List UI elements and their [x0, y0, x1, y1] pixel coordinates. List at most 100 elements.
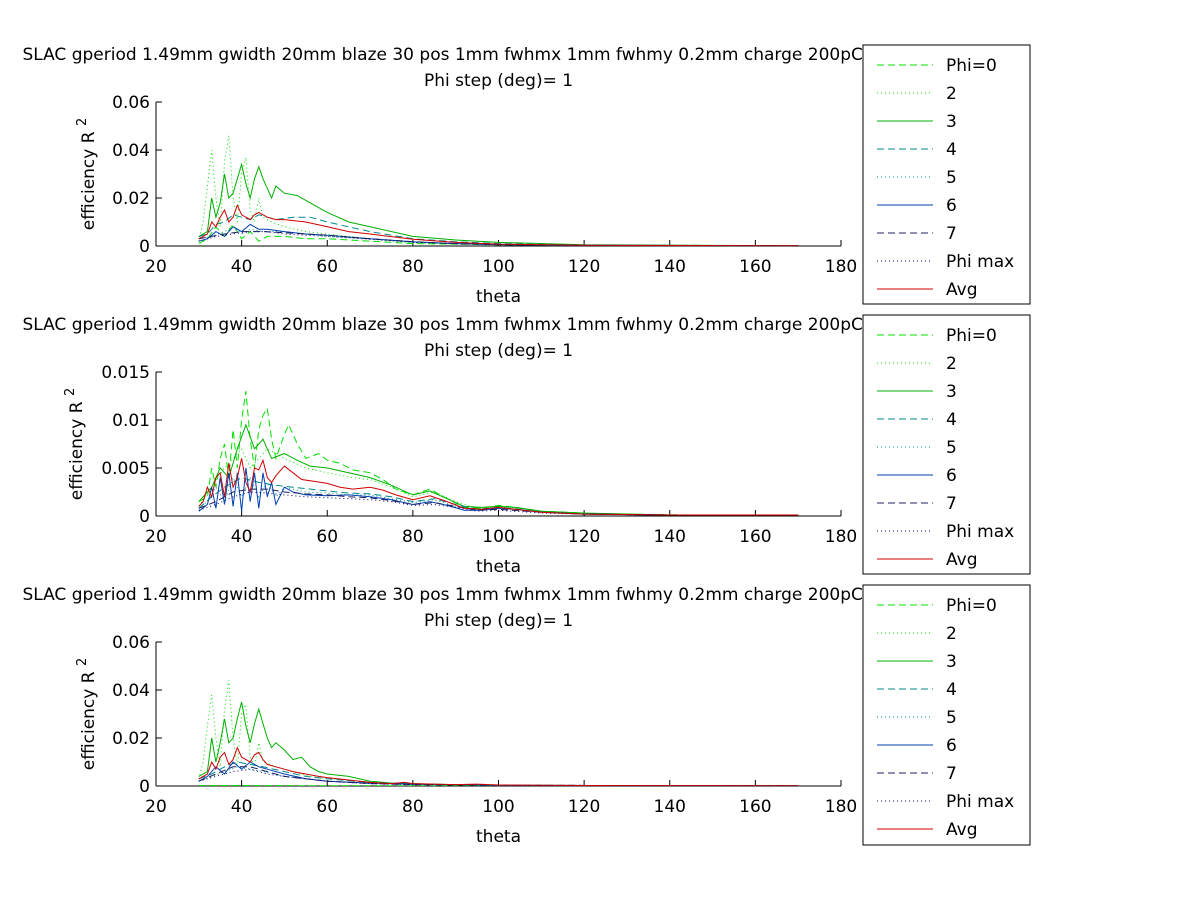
x-axis-label: theta	[476, 827, 521, 847]
x-tick-label: 20	[145, 797, 167, 817]
x-tick-label: 80	[402, 797, 424, 817]
x-axis-label: theta	[476, 287, 521, 307]
legend-label: 3	[946, 382, 957, 402]
series-group	[198, 680, 799, 786]
series-group	[198, 391, 799, 516]
series-line-3	[198, 423, 799, 516]
x-axis-label: theta	[476, 557, 521, 577]
subplot-1: SLAC gperiod 1.49mm gwidth 20mm blaze 30…	[22, 44, 1031, 307]
legend-label: 3	[946, 652, 957, 672]
x-tick-label: 60	[316, 527, 338, 547]
y-axis-label-superscript: 2	[75, 118, 90, 126]
legend-label: 4	[946, 680, 957, 700]
y-axis-label: efficiency R 2	[75, 118, 99, 231]
legend-label: Avg	[946, 280, 978, 300]
legend-label: 5	[946, 168, 957, 188]
legend-label: Avg	[946, 550, 978, 570]
legend-label: 2	[946, 354, 957, 374]
x-tick-label: 160	[739, 257, 771, 277]
legend: Phi=0 2 3 4 5 6 7 Phi max Avg	[862, 314, 1031, 575]
y-tick-label: 0.06	[112, 93, 150, 113]
x-tick-label: 180	[825, 527, 857, 547]
legend-label: Avg	[946, 820, 978, 840]
legend-label: Phi=0	[946, 596, 997, 616]
legend-box	[862, 314, 1031, 575]
series-line-2	[198, 135, 799, 246]
x-tick-label: 120	[568, 527, 600, 547]
chart-subtitle: Phi step (deg)= 1	[424, 71, 573, 91]
legend-label: 4	[946, 140, 957, 160]
series-line-avg	[198, 203, 799, 246]
legend-label: Phi=0	[946, 56, 997, 76]
x-tick-label: 40	[231, 527, 253, 547]
x-tick-label: 40	[231, 257, 253, 277]
x-tick-label: 120	[568, 797, 600, 817]
series-line-avg	[198, 458, 799, 516]
x-tick-label: 80	[402, 257, 424, 277]
x-tick-label: 100	[482, 797, 514, 817]
y-tick-label: 0.02	[112, 189, 150, 209]
x-tick-label: 140	[654, 257, 686, 277]
subplot-3: SLAC gperiod 1.49mm gwidth 20mm blaze 30…	[22, 584, 1031, 847]
y-tick-label: 0.04	[112, 141, 150, 161]
x-tick-label: 180	[825, 257, 857, 277]
legend-label: 5	[946, 438, 957, 458]
x-tick-label: 160	[739, 797, 771, 817]
y-tick-label: 0.015	[101, 363, 150, 383]
legend: Phi=0 2 3 4 5 6 7 Phi max Avg	[862, 584, 1031, 846]
legend-label: 3	[946, 112, 957, 132]
y-tick-label: 0.02	[112, 729, 150, 749]
x-tick-label: 60	[316, 797, 338, 817]
legend: Phi=0 2 3 4 5 6 7 Phi max Avg	[862, 44, 1031, 305]
legend-label: 7	[946, 494, 957, 514]
legend-label: 2	[946, 624, 957, 644]
x-tick-label: 80	[402, 527, 424, 547]
y-axis-label: efficiency R 2	[75, 658, 99, 771]
y-axis-label-superscript: 2	[63, 388, 78, 396]
x-tick-label: 140	[654, 797, 686, 817]
x-tick-label: 180	[825, 797, 857, 817]
y-tick-label: 0	[139, 237, 150, 257]
series-line-3	[198, 162, 799, 246]
y-tick-label: 0.06	[112, 633, 150, 653]
x-tick-label: 20	[145, 257, 167, 277]
x-tick-label: 140	[654, 527, 686, 547]
x-tick-label: 20	[145, 527, 167, 547]
legend-label: 7	[946, 224, 957, 244]
x-tick-label: 100	[482, 527, 514, 547]
x-tick-label: 160	[739, 527, 771, 547]
x-tick-label: 100	[482, 257, 514, 277]
legend-label: 6	[946, 736, 957, 756]
y-tick-label: 0	[139, 507, 150, 527]
legend-label: Phi max	[946, 522, 1014, 542]
x-tick-label: 40	[231, 797, 253, 817]
series-line-avg	[198, 746, 799, 786]
chart-title: SLAC gperiod 1.49mm gwidth 20mm blaze 30…	[22, 585, 974, 605]
chart-title: SLAC gperiod 1.49mm gwidth 20mm blaze 30…	[22, 315, 974, 335]
legend-label: 2	[946, 84, 957, 104]
chart-subtitle: Phi step (deg)= 1	[424, 341, 573, 361]
legend-label: Phi max	[946, 792, 1014, 812]
x-tick-label: 60	[316, 257, 338, 277]
series-line-3	[198, 701, 799, 786]
legend-label: 5	[946, 708, 957, 728]
legend-label: Phi max	[946, 252, 1014, 272]
y-tick-label: 0.005	[101, 459, 150, 479]
series-group	[198, 135, 799, 246]
y-tick-label: 0.04	[112, 681, 150, 701]
legend-label: 6	[946, 466, 957, 486]
series-line-phi-max	[198, 768, 799, 786]
legend-box	[862, 44, 1031, 305]
y-axis-label: efficiency R 2	[63, 388, 87, 501]
legend-label: Phi=0	[946, 326, 997, 346]
legend-box	[862, 584, 1031, 846]
chart-subtitle: Phi step (deg)= 1	[424, 611, 573, 631]
legend-label: 7	[946, 764, 957, 784]
legend-label: 6	[946, 196, 957, 216]
series-line-7	[198, 766, 799, 786]
legend-label: 4	[946, 410, 957, 430]
y-tick-label: 0	[139, 777, 150, 797]
x-tick-label: 120	[568, 257, 600, 277]
chart-title: SLAC gperiod 1.49mm gwidth 20mm blaze 30…	[22, 45, 974, 65]
